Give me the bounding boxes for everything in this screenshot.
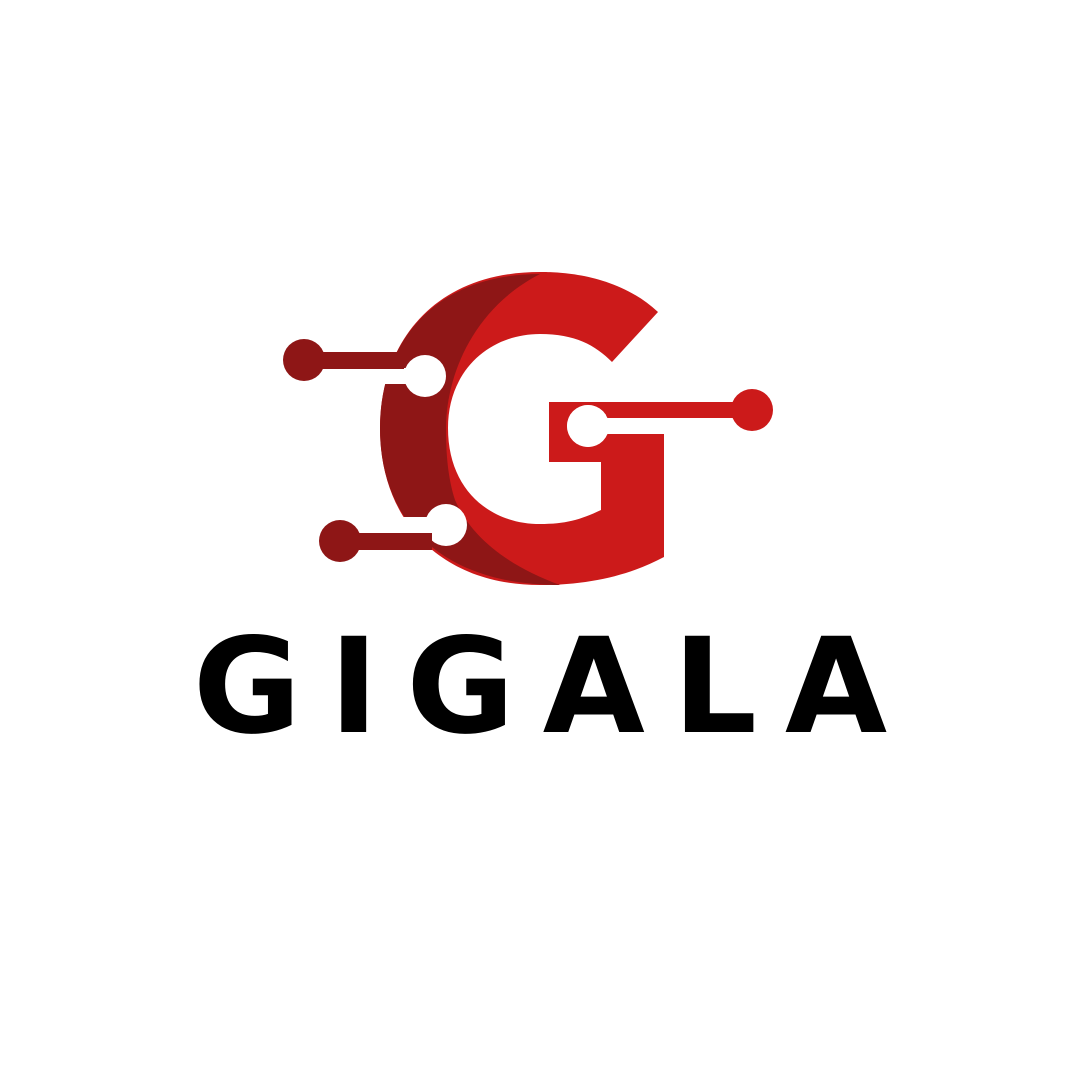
node-cutout-bar-2 <box>567 405 609 447</box>
trace-right <box>606 402 752 418</box>
cutout-gap-bottom <box>380 517 446 533</box>
cutout-gap-top <box>380 368 425 384</box>
trace-bottom-left <box>340 533 432 550</box>
node-bottom-left <box>319 520 361 562</box>
node-top-left <box>283 339 325 381</box>
node-right <box>731 389 773 431</box>
brand-name: GIGALA <box>192 610 916 764</box>
g-letter-shape <box>380 272 730 585</box>
wordmark: GIGALA <box>0 612 1080 762</box>
trace-top-left <box>304 352 404 369</box>
g-shadow-shape <box>380 274 560 585</box>
